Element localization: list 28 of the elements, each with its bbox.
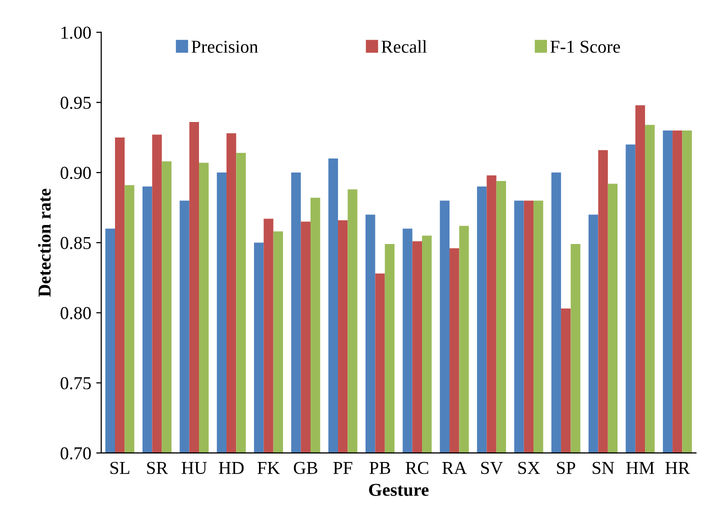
x-axis-title: Gesture [369, 484, 429, 496]
x-tick-label: PB [369, 462, 390, 474]
y-tick-label: 0.95 [60, 96, 91, 109]
y-tick-label: 0.70 [60, 447, 91, 460]
y-tick-label: 0.90 [60, 166, 91, 180]
y-tick-label: 0.80 [60, 307, 91, 320]
x-tick-label: RA [442, 462, 467, 474]
y-axis-title: Detection rate [38, 188, 51, 297]
x-tick-label: FK [257, 462, 280, 474]
y-tick-label: 1.00 [62, 26, 91, 39]
x-tick-label: PF [333, 462, 352, 474]
x-tick-label: HR [665, 462, 690, 474]
x-tick-label: SL [110, 462, 130, 474]
legend-label: Recall [382, 40, 427, 53]
x-tick-label: SN [592, 462, 614, 474]
x-tick-label: SP [557, 462, 576, 474]
y-tick-label: 0.85 [60, 236, 91, 250]
legend-label: F-1 Score [550, 40, 620, 53]
legend-label: Precision [192, 40, 258, 53]
y-tick-label: 0.75 [60, 377, 91, 390]
x-tick-label: RC [406, 462, 428, 474]
x-tick-label: SX [518, 462, 540, 474]
x-tick-label: GB [294, 462, 318, 474]
x-tick-label: SV [481, 462, 503, 474]
x-tick-label: HM [626, 462, 654, 474]
x-tick-label: HU [182, 462, 207, 474]
x-tick-label: SR [147, 462, 168, 474]
x-tick-label: HD [218, 462, 244, 474]
